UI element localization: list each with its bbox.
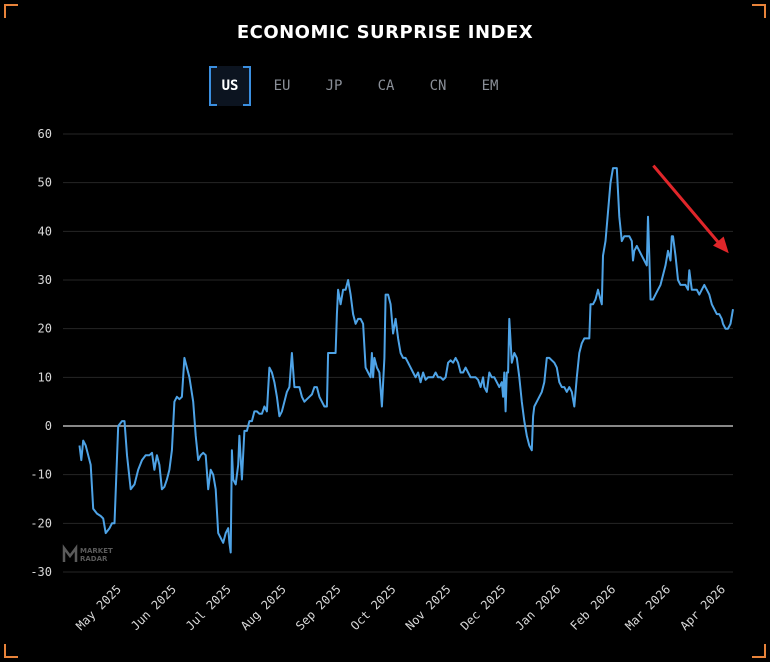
y-tick-label: 0 xyxy=(45,419,52,433)
y-tick-label: 50 xyxy=(38,176,52,190)
x-tick-label: Oct 2025 xyxy=(348,582,399,633)
x-tick-label: Sep 2025 xyxy=(293,582,344,633)
watermark-icon xyxy=(62,544,78,562)
corner-accent xyxy=(4,4,18,18)
tab-us[interactable]: US xyxy=(209,66,251,106)
trend-arrow-head xyxy=(713,236,729,254)
tab-cn[interactable]: CN xyxy=(429,78,447,94)
x-tick-label: Mar 2026 xyxy=(622,582,673,633)
x-tick-label: Feb 2026 xyxy=(568,582,619,633)
x-tick-label: Dec 2025 xyxy=(458,582,509,633)
tab-em[interactable]: EM xyxy=(481,78,499,94)
x-tick-label: Nov 2025 xyxy=(403,582,454,633)
y-tick-label: 20 xyxy=(38,322,52,336)
x-tick-label: Apr 2026 xyxy=(677,582,728,633)
y-tick-label: -30 xyxy=(30,565,52,579)
x-tick-label: May 2025 xyxy=(73,582,124,633)
corner-accent xyxy=(752,4,766,18)
region-tabs: US EU JP CA CN EM xyxy=(0,66,770,106)
y-tick-label: 40 xyxy=(38,224,52,238)
watermark-logo: MARKET RADAR xyxy=(62,544,113,563)
y-tick-label: 10 xyxy=(38,370,52,384)
x-tick-label: Aug 2025 xyxy=(238,582,289,633)
corner-accent xyxy=(4,644,18,658)
trend-arrow xyxy=(652,164,729,254)
y-tick-label: -10 xyxy=(30,468,52,482)
tab-jp[interactable]: JP xyxy=(325,78,343,94)
x-tick-label: Jan 2026 xyxy=(513,582,564,633)
tab-ca[interactable]: CA xyxy=(377,78,395,94)
series-line-us xyxy=(78,167,734,554)
x-tick-label: Jul 2025 xyxy=(183,582,234,633)
chart-title: ECONOMIC SURPRISE INDEX xyxy=(236,22,534,43)
y-tick-label: 30 xyxy=(38,273,52,287)
watermark-line1: MARKET xyxy=(80,547,113,555)
tab-eu[interactable]: EU xyxy=(273,78,291,94)
y-tick-label: -20 xyxy=(30,516,52,530)
corner-accent xyxy=(752,644,766,658)
watermark-line2: RADAR xyxy=(80,555,108,563)
x-tick-label: Jun 2025 xyxy=(128,582,179,633)
y-tick-label: 60 xyxy=(38,127,52,141)
trend-arrow-shaft xyxy=(652,164,722,247)
